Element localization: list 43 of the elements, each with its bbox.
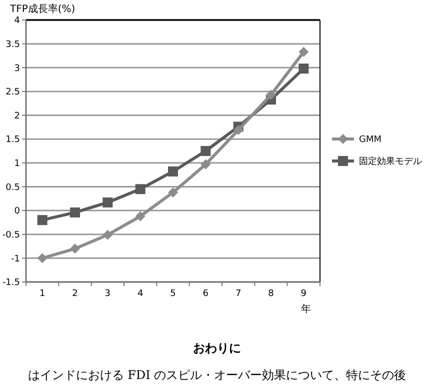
x-tick-label: 1 <box>39 289 46 299</box>
x-tick-label: 3 <box>104 289 111 299</box>
legend-label: 固定効果モデル <box>359 156 422 168</box>
point <box>102 197 113 208</box>
y-tick-label: 4 <box>14 16 20 26</box>
point <box>298 64 309 74</box>
text: おわりに <box>193 341 241 355</box>
point <box>37 253 48 264</box>
y-tick-label: 0 <box>14 206 20 217</box>
y-tick-label: 3 <box>14 64 20 74</box>
y-tick-label: 3.5 <box>6 40 20 50</box>
point <box>200 159 211 170</box>
point <box>135 184 146 194</box>
point <box>168 166 178 176</box>
y-tick-label: -0.5 <box>2 230 20 241</box>
point <box>298 46 309 57</box>
x-tick-label: 2 <box>72 289 78 299</box>
point <box>200 146 211 156</box>
x-tick-label: 9 <box>300 289 307 299</box>
y-tick-label: 0.5 <box>6 182 20 193</box>
point <box>135 211 146 222</box>
point <box>102 230 113 240</box>
x-tick-label: 7 <box>235 289 242 299</box>
x-tick-label: 6 <box>202 289 209 299</box>
y-tick-label: -1 <box>11 254 20 264</box>
x-tick-label: 8 <box>268 289 274 299</box>
y-tick-label: 2 <box>14 111 20 122</box>
point <box>233 125 244 136</box>
y-tick-label: 1 <box>14 159 20 170</box>
text: はインドにおける FDI のスピル・オーバー効果について、特にその後 <box>28 368 406 382</box>
y-tick-label: 1.5 <box>6 135 20 146</box>
x-tick-label: 5 <box>170 289 176 299</box>
point <box>168 187 178 198</box>
y-tick-label: -1.5 <box>2 278 20 288</box>
y-axis-title: TFP成長率(%) <box>9 3 76 15</box>
point <box>37 215 48 226</box>
point <box>70 207 80 218</box>
x-tick-label: 4 <box>137 289 144 299</box>
point <box>70 244 80 254</box>
legend-label: GMM <box>359 135 382 146</box>
point <box>266 90 276 100</box>
y-tick-label: 2.5 <box>6 88 20 98</box>
x-axis-title: 年 <box>301 303 311 315</box>
